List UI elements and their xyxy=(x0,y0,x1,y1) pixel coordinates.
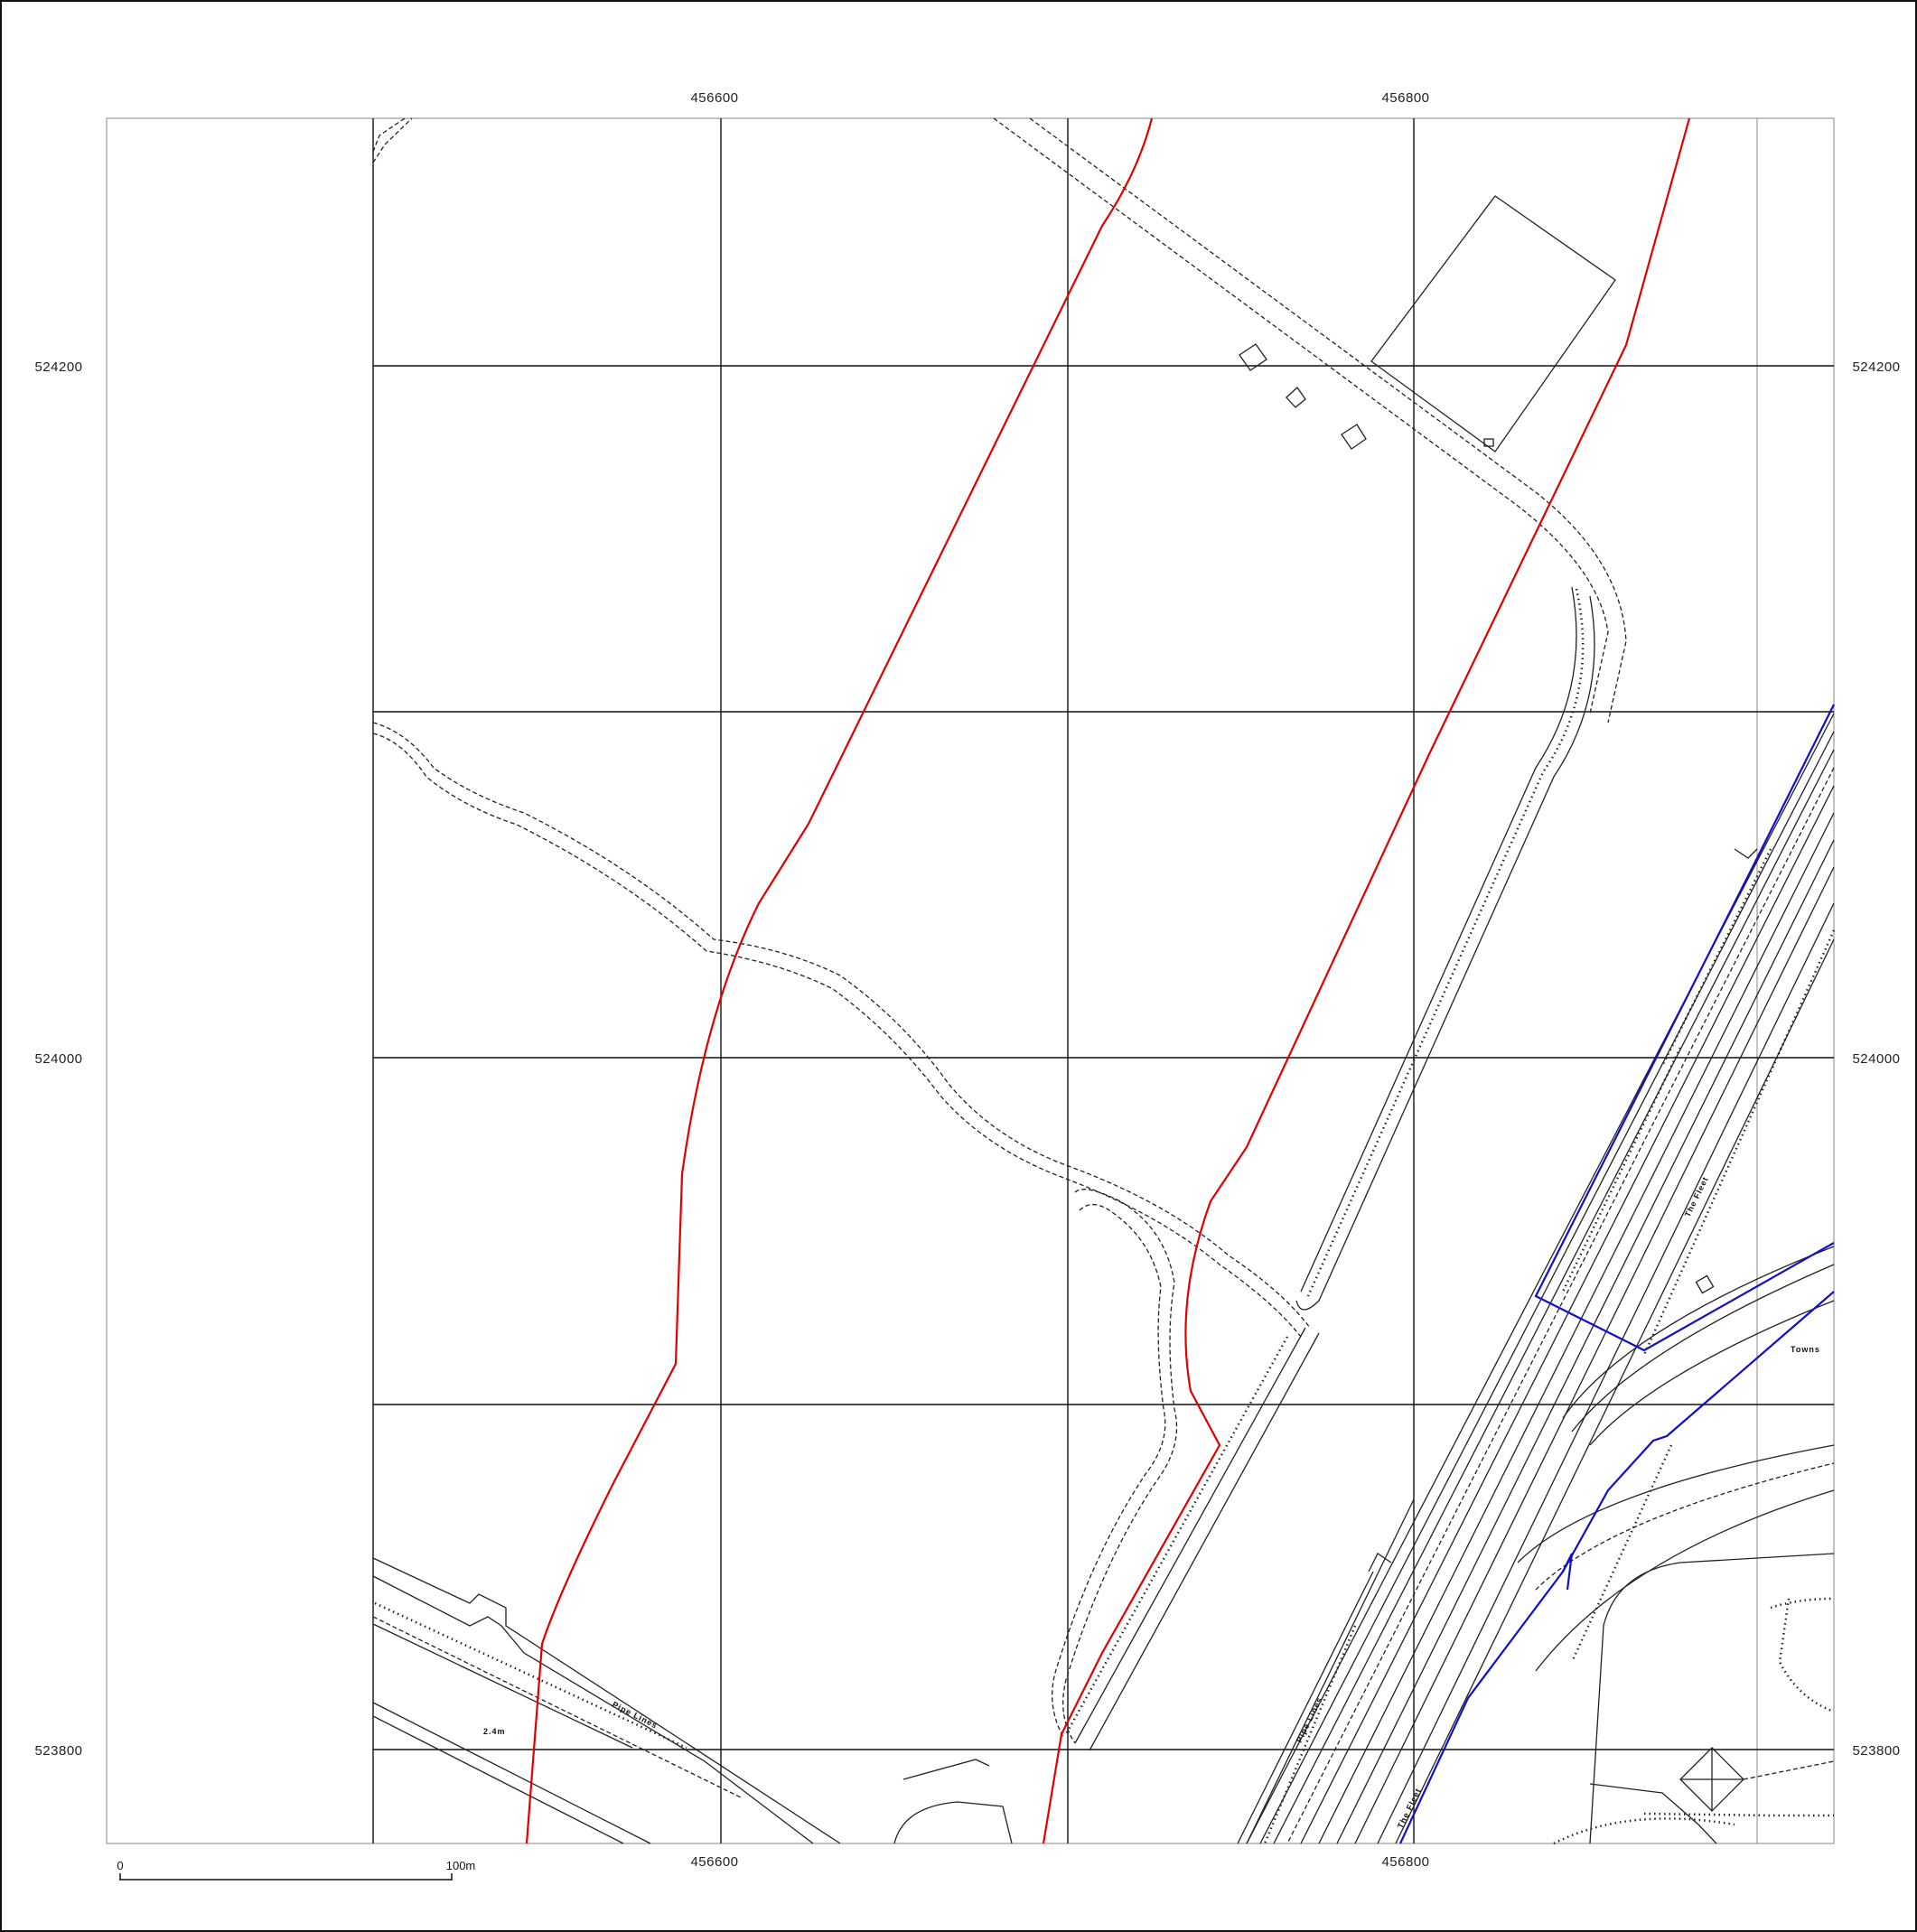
building xyxy=(1483,438,1494,447)
road-edge xyxy=(372,1702,651,1844)
small-structure xyxy=(1341,424,1367,450)
road-edge xyxy=(1535,1489,1835,1672)
red-boundaries xyxy=(525,117,1691,1844)
easting-label-bottom: 456800 xyxy=(1381,1854,1429,1870)
road-edge xyxy=(372,1575,814,1844)
easting-label-top: 456600 xyxy=(690,90,738,106)
map-features xyxy=(372,117,1836,1845)
track-loop xyxy=(1052,1204,1166,1740)
embankment-hatching xyxy=(1553,1817,1735,1845)
railway-dashed-line xyxy=(1286,767,1835,1844)
road-edge xyxy=(1074,1327,1306,1744)
railway-line xyxy=(1354,866,1835,1844)
embankment-hatching xyxy=(1064,1336,1289,1735)
railway-line xyxy=(1318,812,1835,1844)
easting-label-bottom: 456600 xyxy=(690,1854,738,1870)
embankment-edge xyxy=(1295,595,1595,1311)
road-edge xyxy=(372,1623,633,1749)
road-edge xyxy=(1089,1332,1320,1751)
easting-label-top: 456800 xyxy=(1381,90,1429,106)
feature-label: 2.4m xyxy=(483,1727,506,1736)
railway-line xyxy=(1336,839,1835,1844)
small-structure xyxy=(1239,343,1267,371)
red-boundary-line xyxy=(1042,117,1691,1844)
railway-line xyxy=(1395,938,1835,1844)
building xyxy=(1370,195,1616,453)
northing-label-left: 523800 xyxy=(34,1743,82,1759)
road-edge xyxy=(372,1715,624,1844)
embankment-hatching xyxy=(1306,588,1585,1297)
railway-embankment xyxy=(1561,1047,1682,1293)
feature-label: Towns xyxy=(1791,1345,1820,1354)
road-dashed xyxy=(1535,1462,1835,1591)
coordinate-labels: 456600 456800 456600 456800 524200 52400… xyxy=(34,90,1900,1870)
embankment-edge xyxy=(1300,586,1577,1293)
northing-label-left: 524200 xyxy=(34,359,82,375)
road-edge xyxy=(1571,1264,1835,1433)
embankment-hatching xyxy=(1570,1444,1673,1663)
road xyxy=(1029,117,1627,723)
track-loop xyxy=(1062,1189,1178,1744)
road-edge xyxy=(372,1557,841,1844)
railway-line xyxy=(1273,749,1835,1844)
railway-line xyxy=(1259,731,1835,1844)
blue-boundaries xyxy=(1399,704,1835,1844)
northing-label-right: 524000 xyxy=(1852,1051,1900,1067)
railway-embankment xyxy=(1660,848,1772,1067)
red-boundary-line xyxy=(525,117,1154,1844)
road-edge xyxy=(1562,1246,1835,1419)
line-fragment xyxy=(893,1801,1013,1844)
road xyxy=(993,117,1609,714)
small-structure xyxy=(1734,848,1758,859)
pipeline-line xyxy=(1237,1571,1374,1844)
track-dashed xyxy=(1743,1760,1835,1780)
blue-boundary-line xyxy=(1534,704,1835,1352)
embankment-hatching xyxy=(1770,1597,1835,1610)
northing-label-right: 523800 xyxy=(1852,1743,1900,1759)
blue-boundary-line xyxy=(1562,1553,1574,1591)
pipeline-line xyxy=(1246,1498,1415,1844)
small-structure xyxy=(1695,1274,1715,1294)
embankment-hatching xyxy=(1778,1598,1835,1713)
pylon-frame xyxy=(1680,1748,1744,1811)
scale-bar-end-label: 100m xyxy=(446,1859,476,1872)
road-edge xyxy=(1589,1300,1835,1446)
railway-line xyxy=(1377,902,1835,1844)
small-structure xyxy=(1368,1553,1392,1573)
road-edge xyxy=(1517,1444,1835,1563)
road-edge xyxy=(1589,1783,1717,1844)
small-structure xyxy=(1286,387,1306,408)
northing-label-right: 524200 xyxy=(1852,359,1900,375)
track-fragment xyxy=(372,117,406,153)
railway-line xyxy=(1300,785,1835,1844)
pipeline xyxy=(372,1616,742,1798)
line-fragment xyxy=(902,1759,990,1780)
blue-boundary-line xyxy=(1399,1291,1835,1844)
track-fragment xyxy=(372,117,413,163)
scale-bar-start-label: 0 xyxy=(117,1859,123,1872)
scale-bar: 0 100m xyxy=(117,1859,475,1881)
track xyxy=(372,733,1302,1338)
road-edge xyxy=(1589,1553,1835,1844)
track xyxy=(372,722,1311,1329)
map-frame xyxy=(106,117,1835,1844)
northing-label-left: 524000 xyxy=(34,1051,82,1067)
